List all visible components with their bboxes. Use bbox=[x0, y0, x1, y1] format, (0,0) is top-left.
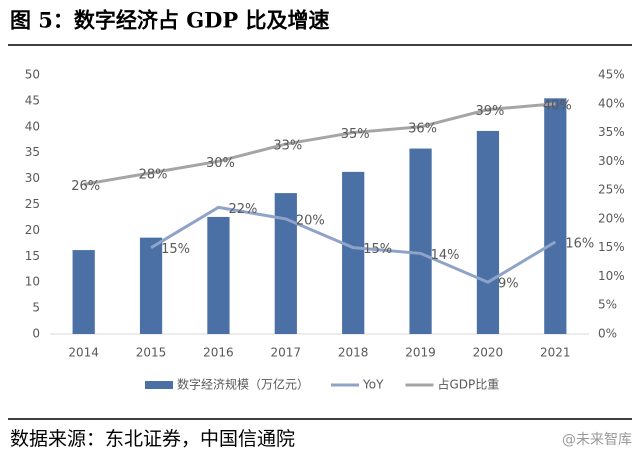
legend-label: YoY bbox=[362, 378, 384, 392]
data-label: 15% bbox=[161, 242, 190, 257]
data-label: 16% bbox=[565, 236, 594, 251]
y-tick-label: 10 bbox=[25, 275, 40, 289]
y-tick-label: 50 bbox=[25, 68, 40, 82]
bar bbox=[72, 250, 95, 334]
watermark: @未来智库 bbox=[562, 432, 632, 448]
x-tick-label: 2019 bbox=[405, 346, 436, 360]
data-label: 15% bbox=[363, 242, 392, 257]
y2-tick-label: 35% bbox=[598, 125, 625, 139]
x-tick-label: 2018 bbox=[338, 346, 369, 360]
y2-tick-label: 25% bbox=[598, 183, 625, 197]
y-tick-label: 0 bbox=[32, 327, 40, 341]
x-tick-label: 2015 bbox=[136, 346, 167, 360]
data-label: 40% bbox=[543, 98, 572, 113]
line bbox=[83, 102, 556, 186]
x-tick-label: 2016 bbox=[203, 346, 234, 360]
y2-tick-label: 5% bbox=[598, 298, 617, 312]
y-tick-label: 45 bbox=[25, 93, 40, 107]
data-label: 22% bbox=[228, 202, 257, 217]
y-tick-label: 25 bbox=[25, 197, 40, 211]
data-label: 35% bbox=[341, 127, 370, 142]
data-label: 39% bbox=[475, 104, 504, 119]
chart-title: 图 5：数字经济占 GDP 比及增速 bbox=[10, 8, 329, 33]
bar bbox=[342, 171, 365, 334]
data-label: 14% bbox=[431, 248, 460, 263]
bar bbox=[409, 148, 432, 334]
bar bbox=[476, 130, 500, 334]
legend-label: 占GDP比重 bbox=[437, 377, 499, 392]
x-tick-label: 2017 bbox=[271, 346, 302, 360]
y-tick-label: 15 bbox=[25, 249, 40, 263]
data-label: 26% bbox=[71, 179, 100, 194]
data-label: 9% bbox=[498, 277, 519, 292]
bar bbox=[207, 216, 230, 334]
bar bbox=[544, 98, 567, 334]
data-label: 28% bbox=[139, 167, 168, 182]
y2-tick-label: 0% bbox=[598, 327, 617, 341]
y2-tick-label: 10% bbox=[598, 269, 625, 283]
x-tick-label: 2014 bbox=[68, 346, 99, 360]
line bbox=[150, 205, 557, 284]
legend-swatch bbox=[145, 381, 173, 389]
y-tick-label: 20 bbox=[25, 223, 40, 237]
data-label: 36% bbox=[408, 121, 437, 136]
x-tick-label: 2020 bbox=[473, 346, 504, 360]
y-tick-label: 35 bbox=[25, 145, 40, 159]
legend-label: 数字经济规模（万亿元） bbox=[177, 377, 309, 392]
y-tick-label: 30 bbox=[25, 171, 40, 185]
y-tick-label: 40 bbox=[25, 119, 40, 133]
bar bbox=[274, 193, 297, 334]
x-tick-label: 2021 bbox=[540, 346, 571, 360]
source: 数据来源：东北证券，中国信通院 bbox=[10, 428, 295, 450]
y2-tick-label: 15% bbox=[598, 240, 625, 254]
y2-tick-label: 30% bbox=[598, 154, 625, 168]
y2-tick-label: 40% bbox=[598, 96, 625, 110]
data-label: 33% bbox=[273, 139, 302, 154]
bar bbox=[139, 237, 163, 334]
y-tick-label: 5 bbox=[32, 301, 40, 315]
y2-tick-label: 45% bbox=[598, 68, 625, 82]
data-label: 20% bbox=[296, 213, 325, 228]
data-label: 30% bbox=[206, 156, 235, 171]
y2-tick-label: 20% bbox=[598, 211, 625, 225]
